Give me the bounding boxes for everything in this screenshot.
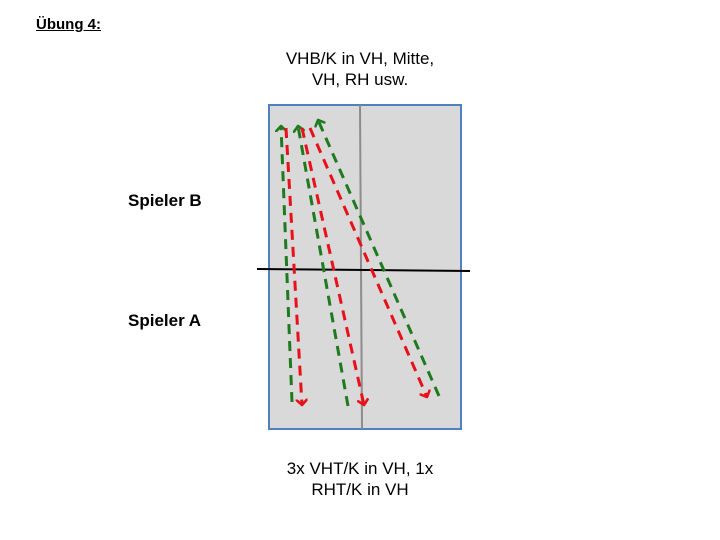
exercise-heading: Übung 4:: [36, 16, 101, 33]
top-caption-line-2: VH, RH usw.: [311, 70, 409, 89]
red-arrow-3: [308, 127, 427, 397]
top-caption: VHB/K in VH, Mitte, VH, RH usw.: [220, 48, 500, 90]
red-arrow-1: [284, 127, 302, 405]
player-a-label: Spieler A: [128, 311, 202, 330]
red-arrow-2: [300, 127, 364, 405]
green-arrow-1: [281, 126, 294, 403]
bottom-caption: 3x VHT/K in VH, 1x RHT/K in VH: [220, 458, 500, 500]
top-caption-line-1: VHB/K in VH, Mitte,: [285, 49, 435, 68]
bottom-caption-line-2: RHT/K in VH: [311, 480, 409, 499]
green-arrow-2: [298, 126, 350, 407]
player-b-label: Spieler B: [128, 191, 202, 210]
bottom-caption-line-1: 3x VHT/K in VH, 1x: [286, 459, 434, 478]
center-line: [359, 104, 363, 430]
net-line: [256, 268, 471, 272]
